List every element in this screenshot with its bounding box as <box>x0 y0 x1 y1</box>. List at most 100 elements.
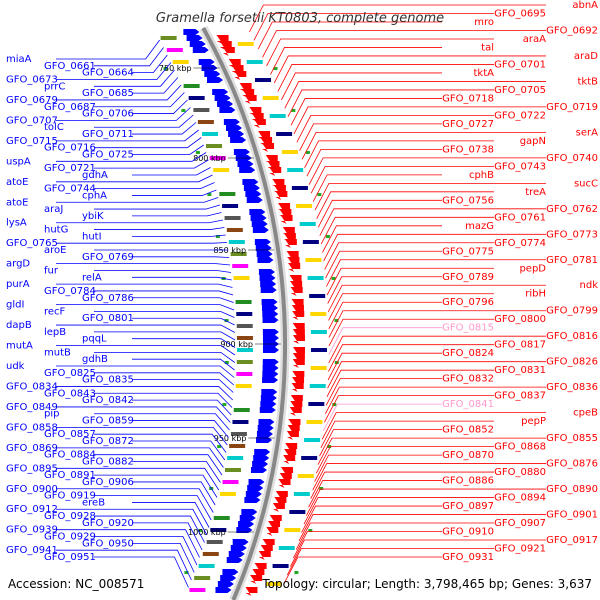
gene-label-gfo-0872[interactable]: GFO_0872 <box>82 436 134 447</box>
gene-label-gfo-0705[interactable]: GFO_0705 <box>494 85 546 96</box>
gene-label-miaa[interactable]: miaA <box>6 54 32 65</box>
gene-label-gdhb[interactable]: gdhB <box>82 354 108 365</box>
gene-label-ybik[interactable]: ybiK <box>82 211 104 222</box>
gene-label-gfo-0824[interactable]: GFO_0824 <box>442 348 494 359</box>
gene-label-gfo-0743[interactable]: GFO_0743 <box>494 161 546 172</box>
gene-label-gfo-0876[interactable]: GFO_0876 <box>546 459 598 470</box>
gene-label-tktb[interactable]: tktB <box>578 76 599 87</box>
gene-label-aroe[interactable]: aroE <box>44 245 66 256</box>
gene-label-gfo-0835[interactable]: GFO_0835 <box>82 375 134 386</box>
gene-label-gfo-0825[interactable]: GFO_0825 <box>44 368 96 379</box>
gene-label-gdha[interactable]: gdhA <box>82 170 108 181</box>
gene-label-gfo-0897[interactable]: GFO_0897 <box>442 501 494 512</box>
gene-label-gfo-0707[interactable]: GFO_0707 <box>6 115 58 126</box>
gene-label-gfo-0761[interactable]: GFO_0761 <box>494 212 546 223</box>
gene-label-gfo-0756[interactable]: GFO_0756 <box>442 195 494 206</box>
gene-label-gfo-0687[interactable]: GFO_0687 <box>44 102 96 113</box>
gene-label-gfo-0870[interactable]: GFO_0870 <box>442 450 494 461</box>
gene-label-gfo-0673[interactable]: GFO_0673 <box>6 74 58 85</box>
gene-label-gfo-0706[interactable]: GFO_0706 <box>82 109 134 120</box>
gene-label-gfo-0919[interactable]: GFO_0919 <box>44 491 96 502</box>
gene-label-gfo-0722[interactable]: GFO_0722 <box>494 110 546 121</box>
gene-label-muta[interactable]: mutA <box>6 341 33 352</box>
gene-label-pepp[interactable]: pepP <box>521 416 546 427</box>
gene-label-gfo-0921[interactable]: GFO_0921 <box>494 544 546 555</box>
gene-label-gfo-0826[interactable]: GFO_0826 <box>546 357 598 368</box>
gene-label-gfo-0738[interactable]: GFO_0738 <box>442 144 494 155</box>
gene-label-gfo-0869[interactable]: GFO_0869 <box>6 443 58 454</box>
gene-label-gfo-0929[interactable]: GFO_0929 <box>44 532 96 543</box>
gene-label-mazg[interactable]: mazG <box>465 221 494 232</box>
gene-label-tal[interactable]: tal <box>481 42 494 53</box>
gene-label-recf[interactable]: recF <box>44 306 66 317</box>
gene-label-gfo-0836[interactable]: GFO_0836 <box>546 382 598 393</box>
gene-label-prrc[interactable]: prrC <box>44 81 65 92</box>
gene-label-gfo-0800[interactable]: GFO_0800 <box>494 314 546 325</box>
gene-label-gfo-0784[interactable]: GFO_0784 <box>44 286 96 297</box>
gene-label-gfo-0769[interactable]: GFO_0769 <box>82 252 134 263</box>
gene-label-ereb[interactable]: ereB <box>82 497 105 508</box>
gene-label-gfo-0711[interactable]: GFO_0711 <box>82 129 134 140</box>
gene-label-gfo-0725[interactable]: GFO_0725 <box>82 150 134 161</box>
gene-label-gfo-0900[interactable]: GFO_0900 <box>6 484 58 495</box>
gene-label-succ[interactable]: sucC <box>574 178 598 189</box>
gene-label-tkta[interactable]: tktA <box>474 68 495 79</box>
gene-label-sera[interactable]: serA <box>576 127 598 138</box>
gene-label-gfo-0773[interactable]: GFO_0773 <box>546 229 598 240</box>
gene-label-argd[interactable]: argD <box>6 259 30 270</box>
gene-label-ndk[interactable]: ndk <box>580 280 599 291</box>
gene-label-gfo-0855[interactable]: GFO_0855 <box>546 433 598 444</box>
gene-label-gfo-0859[interactable]: GFO_0859 <box>82 416 134 427</box>
gene-label-gfo-0817[interactable]: GFO_0817 <box>494 340 546 351</box>
gene-label-gfo-0928[interactable]: GFO_0928 <box>44 511 96 522</box>
gene-label-gfo-0685[interactable]: GFO_0685 <box>82 88 134 99</box>
gene-label-gfo-0801[interactable]: GFO_0801 <box>82 313 134 324</box>
gene-label-gfo-0895[interactable]: GFO_0895 <box>6 463 58 474</box>
gene-label-pqql[interactable]: pqqL <box>82 334 107 345</box>
gene-label-gfo-0815[interactable]: GFO_0815 <box>442 323 494 334</box>
gene-label-dapb[interactable]: dapB <box>6 320 32 331</box>
gene-label-gfo-0837[interactable]: GFO_0837 <box>494 391 546 402</box>
gene-label-gfo-0816[interactable]: GFO_0816 <box>546 331 598 342</box>
gene-label-huti[interactable]: hutI <box>82 231 102 242</box>
gene-label-gfo-0799[interactable]: GFO_0799 <box>546 306 598 317</box>
gene-label-gfo-0882[interactable]: GFO_0882 <box>82 456 134 467</box>
gene-label-udk[interactable]: udk <box>6 361 25 372</box>
gene-label-gfo-0718[interactable]: GFO_0718 <box>442 93 494 104</box>
gene-label-gfo-0796[interactable]: GFO_0796 <box>442 297 494 308</box>
gene-label-gfo-0880[interactable]: GFO_0880 <box>494 467 546 478</box>
gene-label-pepd[interactable]: pepD <box>519 263 546 274</box>
gene-label-gfo-0740[interactable]: GFO_0740 <box>546 153 598 164</box>
gene-label-gfo-0890[interactable]: GFO_0890 <box>546 484 598 495</box>
gene-label-pura[interactable]: purA <box>6 279 30 290</box>
gene-label-gfo-0701[interactable]: GFO_0701 <box>494 59 546 70</box>
gene-label-gfo-0941[interactable]: GFO_0941 <box>6 545 58 556</box>
gene-label-gfo-0765[interactable]: GFO_0765 <box>6 238 58 249</box>
gene-label-gfo-0868[interactable]: GFO_0868 <box>494 442 546 453</box>
gene-label-gfo-0912[interactable]: GFO_0912 <box>6 504 58 515</box>
gene-label-gfo-0931[interactable]: GFO_0931 <box>442 552 494 563</box>
gene-label-gfo-0721[interactable]: GFO_0721 <box>44 163 96 174</box>
gene-label-araa[interactable]: araA <box>523 34 546 45</box>
gene-label-gfo-0842[interactable]: GFO_0842 <box>82 395 134 406</box>
gene-label-atoe[interactable]: atoE <box>6 197 29 208</box>
gene-label-gfo-0832[interactable]: GFO_0832 <box>442 374 494 385</box>
gene-label-cphb[interactable]: cphB <box>469 170 494 181</box>
gene-label-gfo-0950[interactable]: GFO_0950 <box>82 538 134 549</box>
gene-label-gfo-0831[interactable]: GFO_0831 <box>494 365 546 376</box>
gene-label-gfo-0951[interactable]: GFO_0951 <box>44 552 96 563</box>
gene-label-gfo-0716[interactable]: GFO_0716 <box>44 143 96 154</box>
gene-label-lysa[interactable]: lysA <box>6 218 27 229</box>
gene-label-gfo-0906[interactable]: GFO_0906 <box>82 477 134 488</box>
gene-label-abna[interactable]: abnA <box>572 0 598 11</box>
gene-label-ribh[interactable]: ribH <box>525 289 546 300</box>
gene-label-tolc[interactable]: tolC <box>44 122 64 133</box>
gene-label-gfo-0884[interactable]: GFO_0884 <box>44 450 96 461</box>
gene-label-gfo-0775[interactable]: GFO_0775 <box>442 246 494 257</box>
gene-label-gfo-0679[interactable]: GFO_0679 <box>6 95 58 106</box>
gene-label-gfo-0695[interactable]: GFO_0695 <box>494 8 546 19</box>
gene-label-gldi[interactable]: gldI <box>6 300 24 311</box>
gene-label-mutb[interactable]: mutB <box>44 347 71 358</box>
gene-label-gfo-0910[interactable]: GFO_0910 <box>442 527 494 538</box>
gene-label-gfo-0891[interactable]: GFO_0891 <box>44 470 96 481</box>
